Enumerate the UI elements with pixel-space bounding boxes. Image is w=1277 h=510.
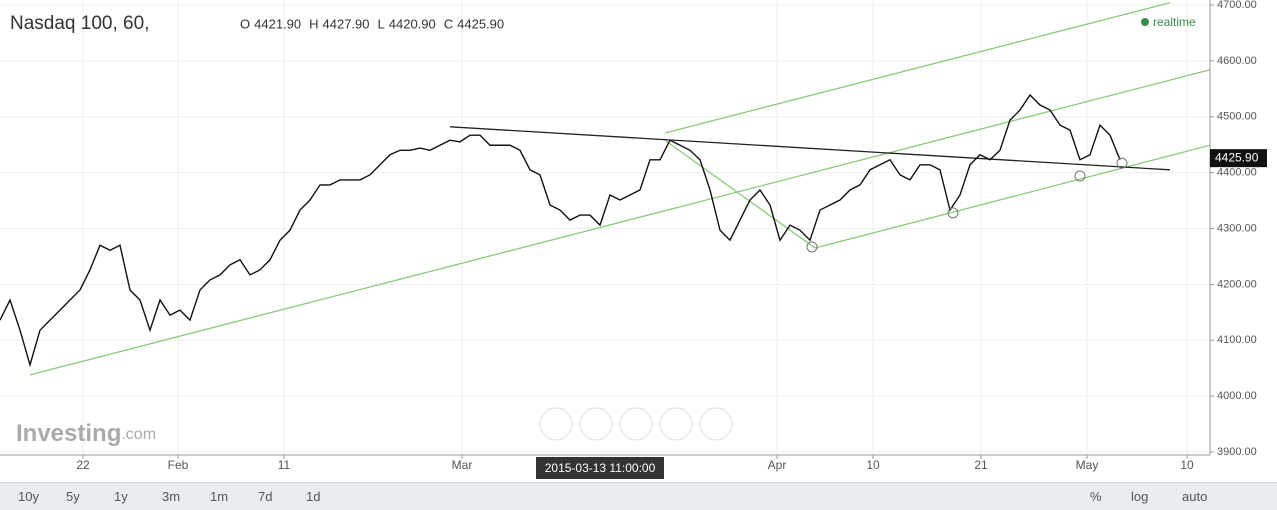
y-tick-label: 4500.00 [1217, 111, 1257, 123]
x-tick-label: May [1076, 458, 1099, 472]
chart-title: Nasdaq 100, 60, [10, 13, 149, 34]
crosshair-box [536, 457, 664, 479]
x-tick-label: 22 [76, 458, 90, 472]
nav-buttons [539, 407, 733, 441]
background [0, 0, 1277, 482]
zoom-in[interactable] [659, 407, 693, 441]
trend-line [664, 139, 816, 249]
reset[interactable] [619, 407, 653, 441]
y-tick-label: 4100.00 [1217, 334, 1257, 346]
x-tick-label: 11 [278, 458, 291, 472]
toolbar: 10y 5y 1y 3m 1m 7d 1d% log auto [0, 482, 1277, 510]
pivot-marker [1074, 170, 1086, 182]
ohlc-value: 4421.90 [254, 16, 301, 31]
nav-right[interactable] [699, 407, 733, 441]
x-tick-label: Apr [768, 458, 787, 472]
range-button[interactable]: 1y [114, 489, 128, 504]
x-tick-label: 10 [1180, 458, 1194, 472]
y-tick-label: 4400.00 [1217, 167, 1257, 179]
x-tick-label: 21 [974, 458, 988, 472]
range-button[interactable]: 3m [162, 489, 181, 504]
ohlc-label: L [378, 16, 385, 31]
ohlc-value: 4427.90 [323, 16, 370, 31]
watermark-main: Investing [16, 420, 121, 447]
last-price-box [1210, 149, 1267, 168]
trend-line [29, 69, 1210, 376]
x-tick-label: Feb [168, 458, 189, 472]
watermark: Investing.com [16, 420, 156, 447]
trend-line [664, 2, 1171, 134]
ohlc-label: O [240, 16, 250, 31]
option-button[interactable]: log [1131, 489, 1149, 504]
trend-line [449, 126, 1171, 171]
y-tick-label: 3900.00 [1217, 446, 1257, 458]
x-tick-label: 10 [866, 458, 880, 472]
ohlc-label: H [309, 16, 318, 31]
range-button[interactable]: 7d [258, 489, 273, 504]
nav-left[interactable] [539, 407, 573, 441]
x-tick-label: Mar [452, 458, 473, 472]
y-tick-label: 4300.00 [1217, 222, 1257, 234]
pivot-marker [806, 241, 818, 253]
range-button[interactable]: 5y [66, 489, 80, 504]
realtime-dot [1141, 18, 1149, 26]
range-button[interactable]: 10y [18, 489, 39, 504]
range-button[interactable]: 1m [210, 489, 229, 504]
y-tick-label: 4000.00 [1217, 390, 1257, 402]
ohlc-label: C [444, 16, 453, 31]
y-tick-label: 4700.00 [1217, 0, 1257, 11]
option-button[interactable]: % [1090, 489, 1102, 504]
crosshair-label: 2015-03-13 11:00:00 [545, 461, 656, 475]
chart: Nasdaq 100, 60, realtime Investing.com 3… [0, 0, 1277, 482]
y-tick-label: 4200.00 [1217, 278, 1257, 290]
pivot-marker [947, 207, 959, 219]
range-button[interactable]: 1d [306, 489, 321, 504]
ohlc-value: 4425.90 [457, 16, 504, 31]
watermark-suffix: .com [121, 426, 156, 443]
realtime: realtime [1153, 15, 1196, 29]
zoom-out[interactable] [579, 407, 613, 441]
pivot-marker [1116, 157, 1128, 169]
y-tick-label: 4600.00 [1217, 55, 1257, 67]
option-button[interactable]: auto [1182, 489, 1208, 504]
last-price-label: 4425.90 [1215, 150, 1259, 164]
ohlc-value: 4420.90 [389, 16, 436, 31]
plot-area [0, 0, 1210, 455]
trend-line [814, 144, 1210, 249]
price-line [0, 93, 1121, 368]
